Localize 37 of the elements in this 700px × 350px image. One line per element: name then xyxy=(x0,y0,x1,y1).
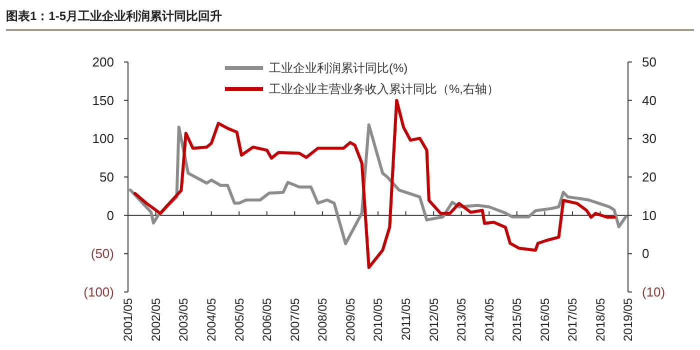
y2-tick-label: 50 xyxy=(642,54,656,70)
y2-tick-label: 40 xyxy=(642,92,656,108)
x-tick-label: 2005/05 xyxy=(232,298,246,342)
x-tick-label: 2011/05 xyxy=(398,298,413,340)
x-tick-label: 2007/05 xyxy=(288,298,302,342)
chart-title: 图表1：1-5月工业企业利润累计同比回升 xyxy=(6,9,222,23)
y-tick-label: 200 xyxy=(92,54,114,70)
y-tick-label: 150 xyxy=(92,92,114,108)
y-tick-label: 100 xyxy=(92,131,114,146)
x-tick-label: 2010/05 xyxy=(371,298,386,342)
x-tick-label: 2002/05 xyxy=(148,298,163,342)
x-tick-label: 2006/05 xyxy=(260,298,274,342)
y-tick-label: 0 xyxy=(106,208,114,223)
x-tick-label: 2019/05 xyxy=(621,298,636,342)
y2-tick-label: 30 xyxy=(642,131,656,146)
y-tick-label: (50) xyxy=(90,246,114,262)
x-tick-label: 2018/05 xyxy=(593,298,608,342)
y2-tick-label: (10) xyxy=(642,284,666,300)
y2-tick-label: 0 xyxy=(642,246,650,262)
x-tick-label: 2008/05 xyxy=(316,298,330,342)
x-tick-label: 2003/05 xyxy=(176,298,191,342)
y2-tick-label: 20 xyxy=(642,170,656,185)
x-tick-label: 2017/05 xyxy=(566,298,580,342)
x-tick-label: 2009/05 xyxy=(343,298,358,342)
x-tick-label: 2001/05 xyxy=(121,298,136,342)
x-tick-label: 2016/05 xyxy=(538,298,552,342)
x-tick-label: 2004/05 xyxy=(204,298,219,342)
legend-label: 工业企业主营业务收入累计同比（%,右轴） xyxy=(269,82,500,96)
y-tick-label: 50 xyxy=(100,170,114,185)
legend-label: 工业企业利润累计同比(%) xyxy=(269,61,408,76)
x-tick-label: 2012/05 xyxy=(426,298,441,342)
x-tick-label: 2014/05 xyxy=(482,298,496,342)
x-tick-label: 2015/05 xyxy=(510,298,524,342)
line-series xyxy=(133,98,616,269)
y-tick-label: (100) xyxy=(84,284,114,300)
y2-tick-label: 10 xyxy=(642,208,656,223)
x-tick-label: 2013/05 xyxy=(454,298,469,342)
